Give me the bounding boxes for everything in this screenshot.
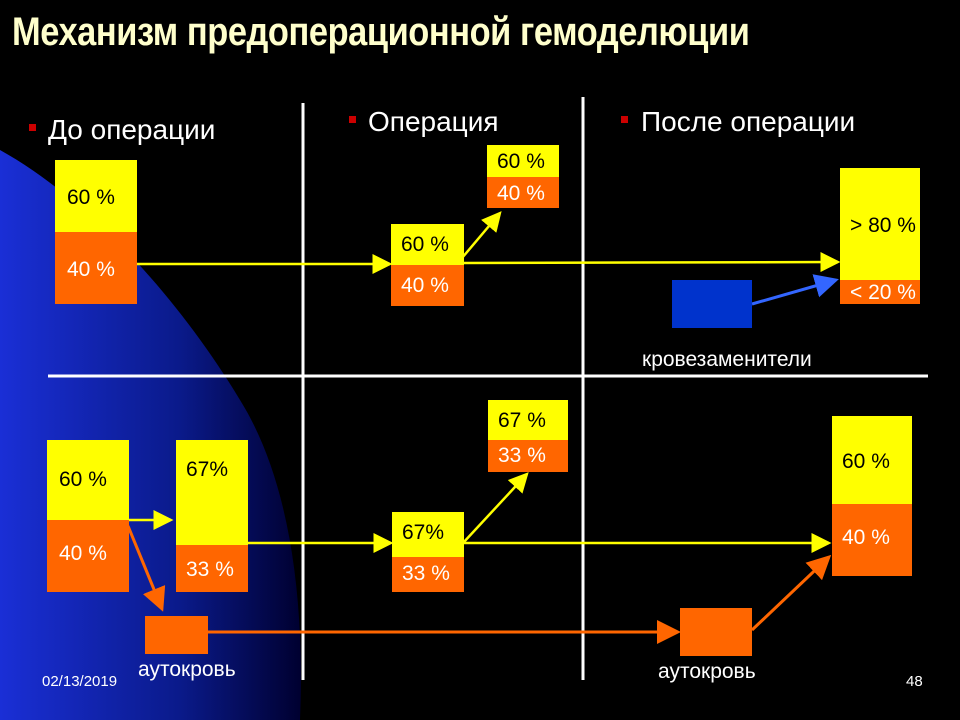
slide-number: 48 <box>906 673 923 690</box>
autoblood-box-right <box>680 608 752 656</box>
arrow-bottom-during-out <box>462 472 529 544</box>
top-after-plasma: > 80 % <box>840 168 920 280</box>
arrow-substitute <box>751 274 839 306</box>
top-during-plasma: 60 % <box>391 224 464 265</box>
header-during: Операция <box>368 106 499 137</box>
autoblood-box-left <box>145 616 208 654</box>
bottom-during-plasma: 67% <box>392 512 464 557</box>
top-during-plasma-label: 60 % <box>401 233 449 256</box>
top-before-plasma: 60 % <box>55 160 137 232</box>
bottom-after-plasma-label: 60 % <box>842 450 890 473</box>
bottom-during-out-plasma-label: 67 % <box>498 409 546 432</box>
substitute-label: кровезаменители <box>642 348 812 371</box>
top-during-out-plasma-label: 60 % <box>497 150 545 173</box>
bottom-during-out-plasma: 67 % <box>488 400 568 440</box>
arrow-top-during-out <box>461 211 502 259</box>
top-before-cells: 40 % <box>55 232 137 304</box>
bottom-before-cells: 40 % <box>47 520 129 592</box>
bottom-diluted-plasma-label: 67% <box>186 458 229 481</box>
header-after: После операции <box>641 106 856 137</box>
arrow-autoblood-draw <box>126 525 166 612</box>
bottom-during-cells: 33 % <box>392 557 464 592</box>
top-after-cells: < 20 % <box>840 280 920 304</box>
bullet-after <box>621 116 628 123</box>
arrow-top-during-to-after <box>463 252 841 273</box>
bottom-during-out-cells-label: 33 % <box>498 444 546 467</box>
top-before-plasma-label: 60 % <box>67 186 115 209</box>
slide-title: Механизм предоперационной гемоделюции <box>12 10 750 54</box>
top-during-out-cells-label: 40 % <box>497 182 545 205</box>
bottom-before-plasma: 60 % <box>47 440 129 520</box>
bottom-before-plasma-label: 60 % <box>59 468 107 491</box>
bullet-before <box>29 124 36 131</box>
top-during-cells-label: 40 % <box>401 274 449 297</box>
top-during-out-cells: 40 % <box>487 177 559 208</box>
top-during-out-plasma: 60 % <box>487 145 559 177</box>
bottom-during-cells-label: 33 % <box>402 562 450 585</box>
bottom-during-plasma-label: 67% <box>402 521 445 544</box>
bottom-diluted-plasma: 67% <box>176 440 248 545</box>
top-after-cells-label: < 20 % <box>850 281 916 304</box>
header-before: До операции <box>48 114 216 145</box>
bottom-diluted-cells-label: 33 % <box>186 558 234 581</box>
bottom-during-out-cells: 33 % <box>488 440 568 472</box>
autoblood-label-left: аутокровь <box>138 658 236 681</box>
top-before-cells-label: 40 % <box>67 258 115 281</box>
bottom-after-cells: 40 % <box>832 504 912 576</box>
arrow-autoblood-return <box>750 554 832 632</box>
top-during-cells: 40 % <box>391 265 464 306</box>
autoblood-label-right: аутокровь <box>658 660 756 683</box>
bottom-before-cells-label: 40 % <box>59 542 107 565</box>
top-after-plasma-label: > 80 % <box>850 214 916 237</box>
bottom-after-plasma: 60 % <box>832 416 912 504</box>
bullet-during <box>349 116 356 123</box>
bottom-after-cells-label: 40 % <box>842 526 890 549</box>
bottom-diluted-cells: 33 % <box>176 545 248 592</box>
substitute-box <box>672 280 752 328</box>
slide-date: 02/13/2019 <box>42 673 118 690</box>
